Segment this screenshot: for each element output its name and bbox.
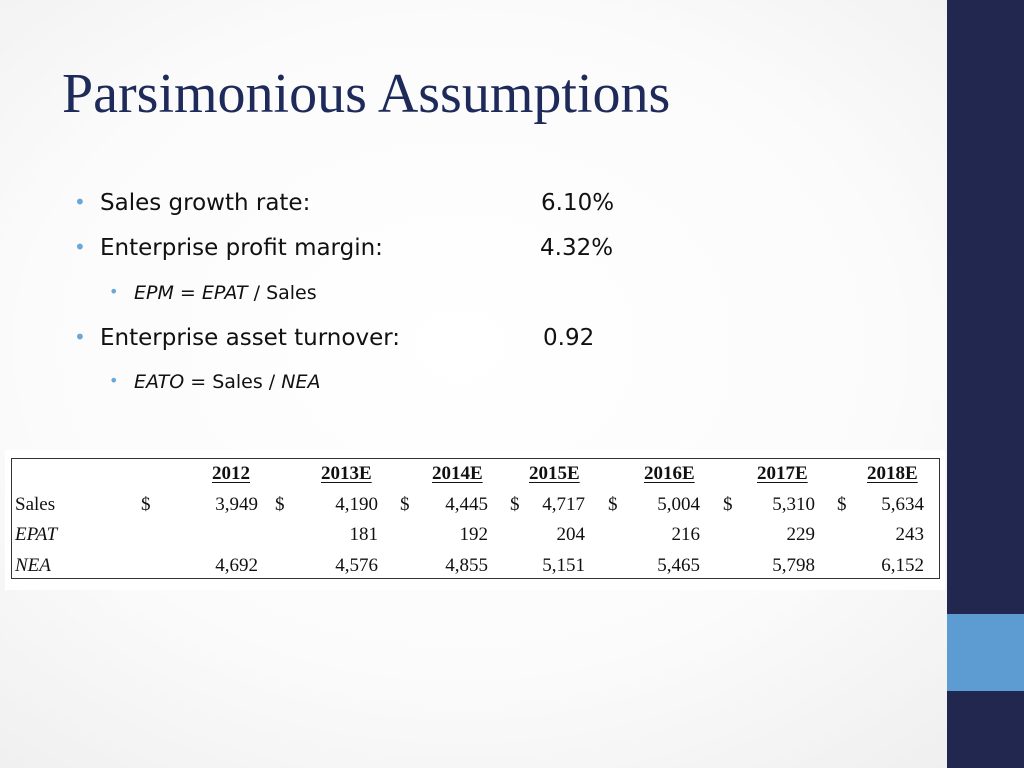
table-row-label: EPAT	[15, 524, 58, 545]
table-cell: 204	[556, 524, 586, 545]
bullet-label: Enterprise asset turnover:	[100, 325, 401, 351]
bullet-epm: • Enterprise profit margin:	[74, 235, 383, 261]
table-cell: 4,855	[445, 555, 488, 576]
bullet-dot-icon: •	[109, 282, 119, 301]
formula-plain: Sales /	[212, 371, 282, 393]
formula-italic: NEA	[281, 371, 321, 393]
table-cell: 3,949	[215, 494, 258, 515]
table-cell: 192	[459, 524, 489, 545]
table-cell: 5,634	[881, 494, 924, 515]
bullet-dot-icon: •	[74, 190, 86, 214]
table-header: 2017E	[757, 463, 808, 484]
currency-sign: $	[608, 494, 618, 515]
table-cell: 4,692	[215, 555, 258, 576]
currency-sign: $	[510, 494, 520, 515]
slide-title: Parsimonious Assumptions	[62, 63, 671, 125]
currency-sign: $	[400, 494, 410, 515]
table-header: 2015E	[529, 463, 580, 484]
table-border	[11, 458, 940, 579]
table-header: 2016E	[644, 463, 695, 484]
table-cell: 4,717	[542, 494, 585, 515]
table-row-label: Sales	[15, 494, 56, 515]
table-cell: 5,151	[542, 555, 585, 576]
sidebar-accent-block	[947, 614, 1024, 691]
bullet-eato: • Enterprise asset turnover:	[74, 325, 401, 351]
table-cell: 243	[895, 524, 925, 545]
table-header: 2012	[212, 463, 250, 484]
table-header: 2014E	[432, 463, 483, 484]
bullet-sales-growth: • Sales growth rate:	[74, 190, 311, 216]
table-cell: 5,465	[657, 555, 700, 576]
formula-plain: / Sales	[247, 282, 317, 304]
bullet-value-eato: 0.92	[543, 325, 595, 351]
currency-sign: $	[837, 494, 847, 515]
formula-italic: EATO =	[134, 371, 213, 393]
bullet-dot-icon: •	[74, 235, 86, 259]
bullet-dot-icon: •	[109, 371, 119, 390]
bullet-label: Sales growth rate:	[100, 190, 311, 216]
sub-bullet-epm-formula: • EPM = EPAT / Sales	[109, 282, 317, 304]
table-cell: 4,445	[445, 494, 488, 515]
table-cell: 4,190	[335, 494, 378, 515]
table-row-label: NEA	[15, 555, 51, 576]
bullet-value-epm: 4.32%	[540, 235, 614, 261]
currency-sign: $	[275, 494, 285, 515]
table-cell: 216	[671, 524, 701, 545]
formula-italic: EPM = EPAT	[134, 282, 248, 304]
table-cell: 5,310	[772, 494, 815, 515]
bullet-dot-icon: •	[74, 325, 86, 349]
currency-sign: $	[141, 494, 151, 515]
table-cell: 6,152	[881, 555, 924, 576]
table-cell: 5,798	[772, 555, 815, 576]
sub-bullet-eato-formula: • EATO = Sales / NEA	[109, 371, 321, 393]
table-cell: 229	[786, 524, 816, 545]
bullet-label: Enterprise profit margin:	[100, 235, 383, 261]
forecast-table: 2012 2013E 2014E 2015E 2016E 2017E 2018E…	[5, 450, 945, 590]
table-cell: 5,004	[657, 494, 700, 515]
table-cell: 181	[349, 524, 379, 545]
currency-sign: $	[723, 494, 733, 515]
bullet-value-sales-growth: 6.10%	[541, 190, 615, 216]
table-header: 2018E	[867, 463, 918, 484]
table-cell: 4,576	[335, 555, 378, 576]
table-header: 2013E	[321, 463, 372, 484]
